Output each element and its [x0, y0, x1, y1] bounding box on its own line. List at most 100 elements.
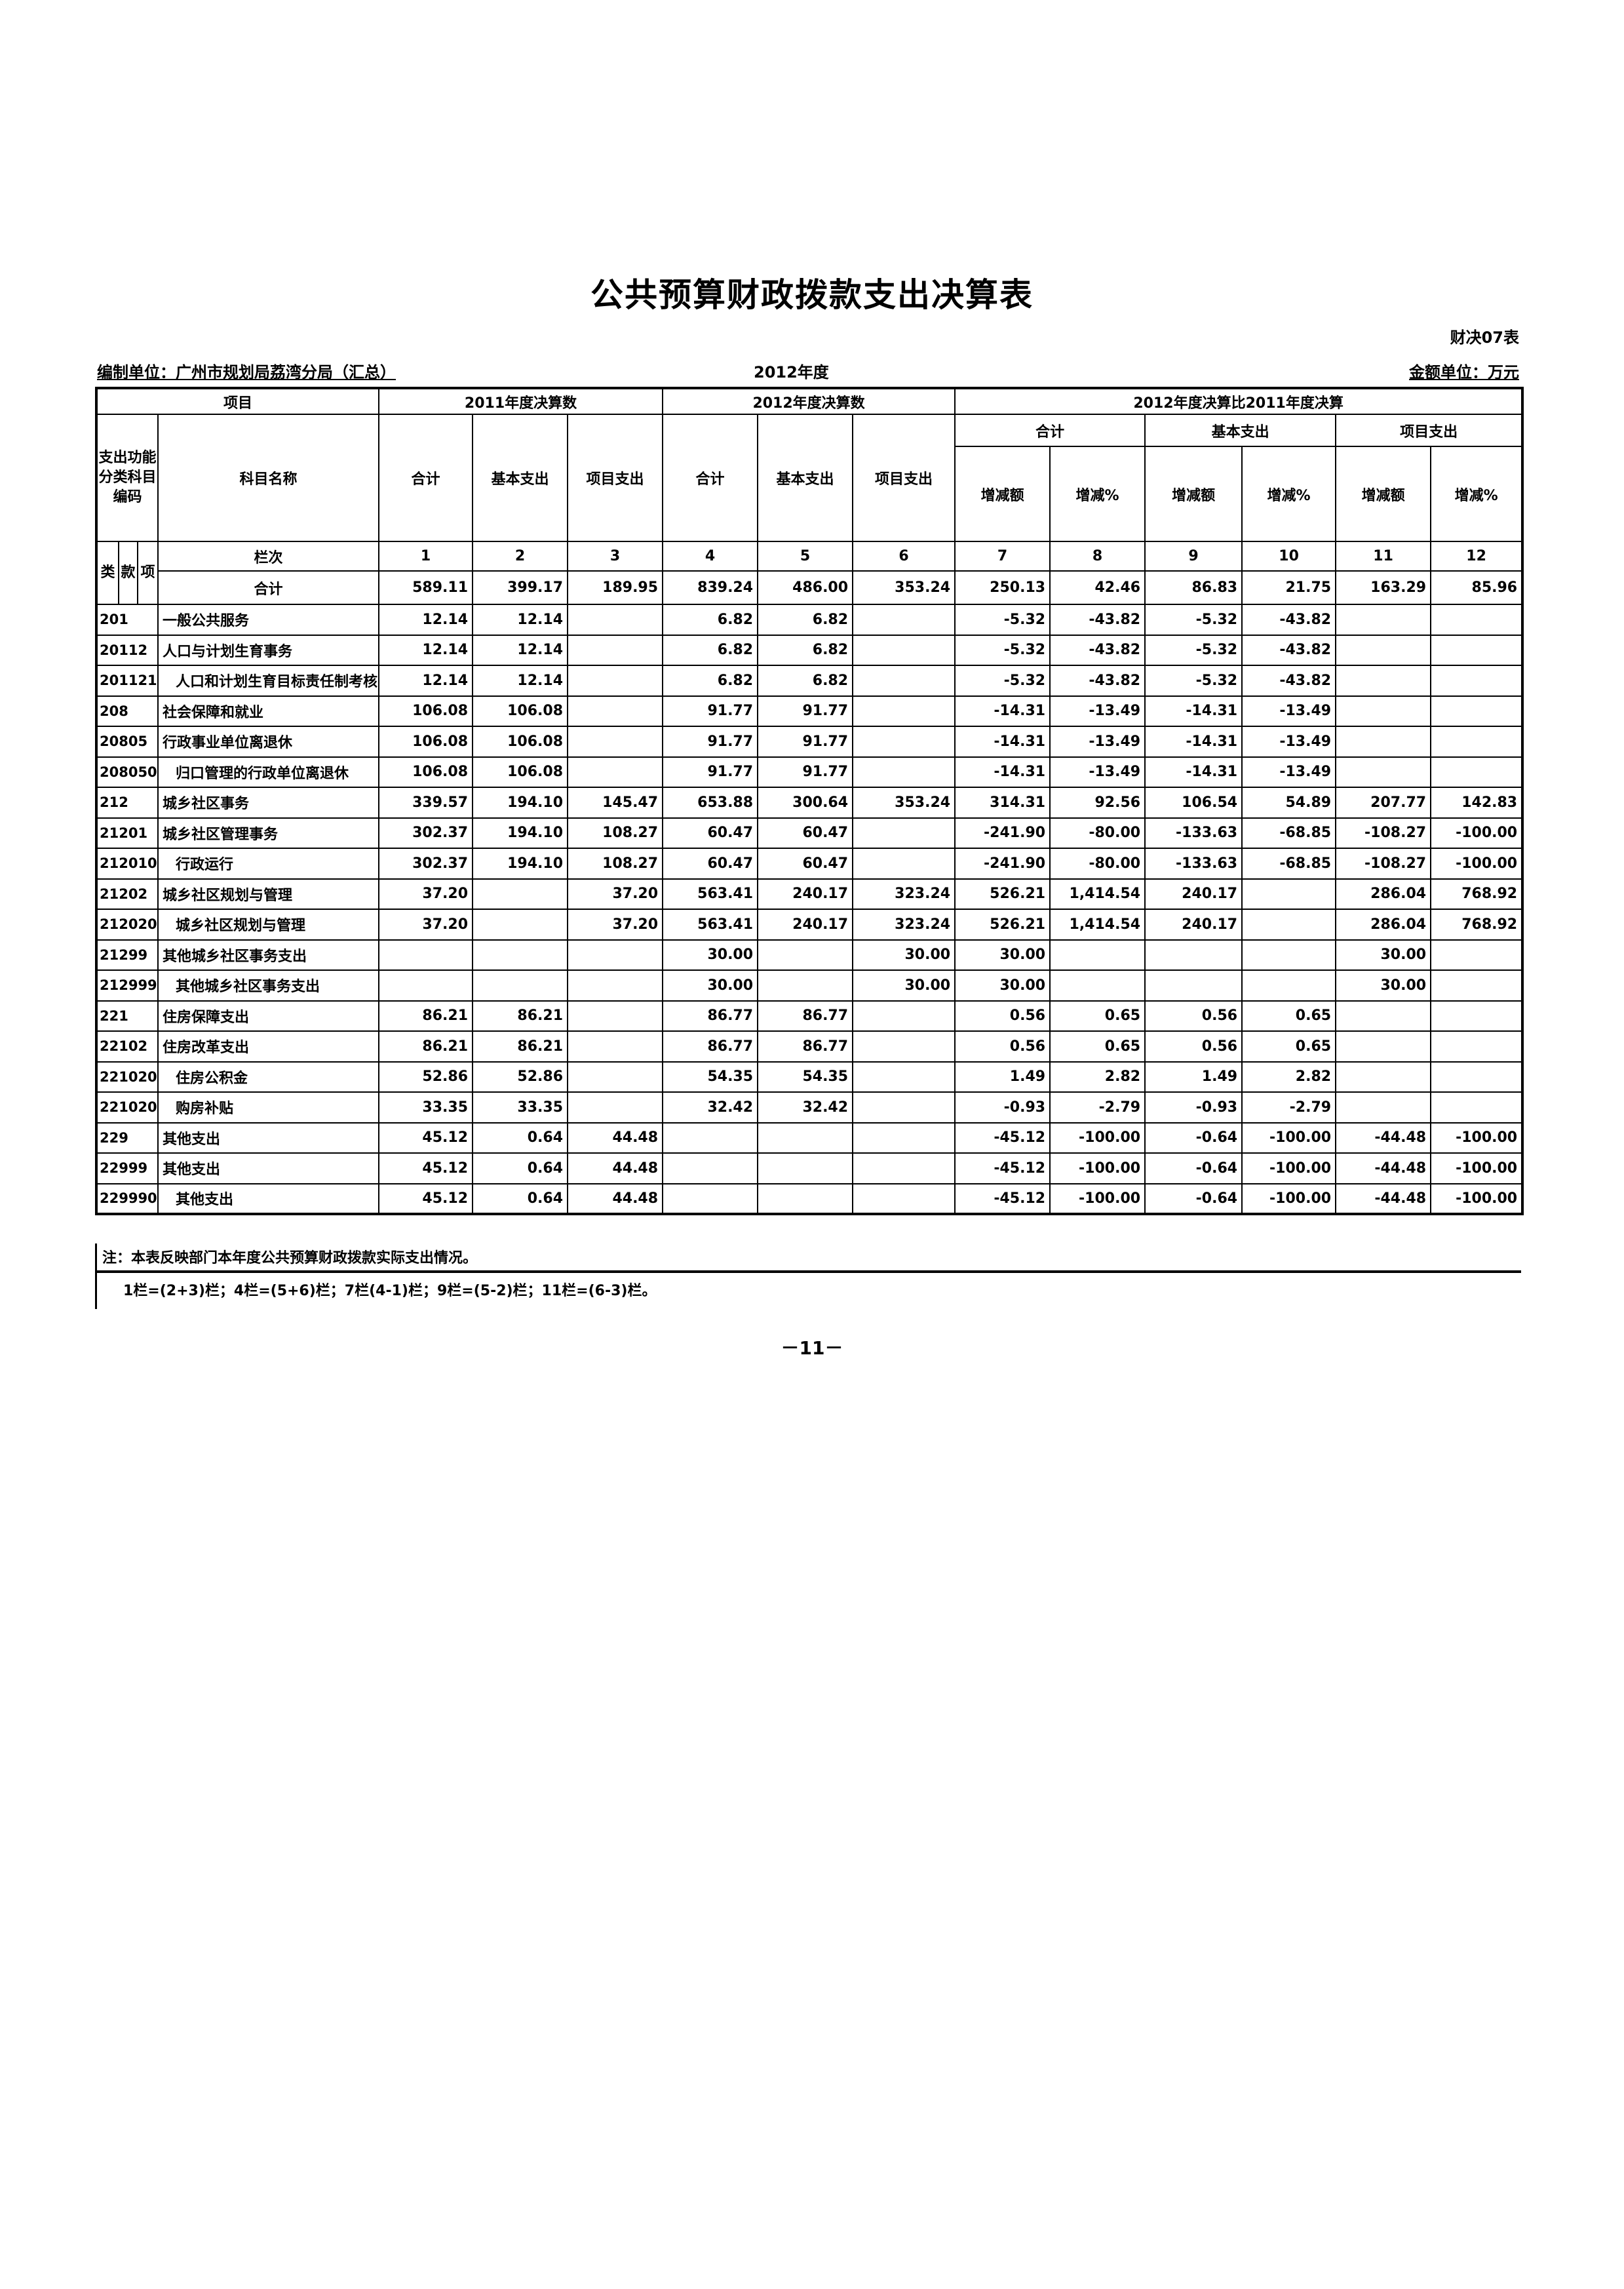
- cell-value: 106.08: [472, 726, 569, 758]
- cell-value: [1430, 1061, 1524, 1093]
- header-2011-total: 合计: [378, 414, 474, 542]
- cell-value: [567, 665, 664, 697]
- table-row: 2120101行政运行302.37194.10108.2760.4760.47-…: [96, 848, 1524, 880]
- cell-value: -133.63: [1144, 848, 1243, 880]
- cell-value: 0.64: [472, 1183, 569, 1215]
- cell-value: 86.21: [378, 1030, 474, 1063]
- total-value: 839.24: [662, 570, 759, 605]
- cell-value: [567, 756, 664, 788]
- cell-value: -13.49: [1241, 726, 1337, 758]
- table-row: 201 一般公共服务 12.14 12.14 6.82 6.82 -5.32 -43.82 -5…: [96, 604, 1524, 636]
- cell-value: 30.00: [1335, 969, 1432, 1002]
- cell-value: -100.00: [1049, 1183, 1146, 1215]
- subject-code: 2120101: [96, 848, 159, 880]
- cell-value: -5.32: [954, 634, 1051, 666]
- cell-value: 2.82: [1241, 1061, 1337, 1093]
- cell-value: 30.00: [662, 939, 759, 971]
- cell-value: -2.79: [1241, 1091, 1337, 1124]
- cell-value: 44.48: [567, 1183, 664, 1215]
- cell-value: 6.82: [757, 665, 854, 697]
- cell-value: 1,414.54: [1049, 878, 1146, 910]
- table-row: 212 城乡社区事务 339.57 194.10 145.47 653.88 300.64 3…: [96, 787, 1524, 819]
- table-row: 21201 城乡社区管理事务 302.37 194.10 108.27 60.47 60.4…: [96, 817, 1524, 849]
- total-value: 42.46: [1049, 570, 1146, 605]
- cell-value: -43.82: [1241, 604, 1337, 636]
- table-row: 229 其他支出 45.12 0.64 44.48 -45.12 -100.00 -0.64-…: [96, 1122, 1524, 1154]
- cell-value: [1430, 1030, 1524, 1063]
- compiling-unit: 编制单位：广州市规划局荔湾分局（汇总）: [97, 363, 396, 382]
- cell-value: 6.82: [757, 634, 854, 666]
- column-number: 9: [1144, 541, 1243, 572]
- cell-value: 563.41: [662, 878, 759, 910]
- cell-value: [1335, 604, 1432, 636]
- cell-value: -68.85: [1241, 817, 1337, 849]
- cell-value: 106.08: [472, 756, 569, 788]
- cell-value: -45.12: [954, 1122, 1051, 1154]
- total-value: 85.96: [1430, 570, 1524, 605]
- formula-note: 1栏=(2+3)栏；4栏=(5+6)栏；7栏(4-1)栏；9栏=(5-2)栏；1…: [95, 1273, 1521, 1309]
- cell-value: 653.88: [662, 787, 759, 819]
- header-amt: 增减额: [1335, 446, 1432, 542]
- cell-value: [567, 1091, 664, 1124]
- subject-code: 2011215: [96, 665, 159, 697]
- cell-value: -43.82: [1049, 634, 1146, 666]
- cell-value: 30.00: [662, 969, 759, 1002]
- cell-value: 60.47: [662, 817, 759, 849]
- cell-value: -5.32: [954, 604, 1051, 636]
- cell-value: 30.00: [954, 969, 1051, 1002]
- cell-value: [852, 1000, 956, 1032]
- cell-value: 145.47: [567, 787, 664, 819]
- cell-value: -0.93: [1144, 1091, 1243, 1124]
- cell-value: 286.04: [1335, 878, 1432, 910]
- cell-value: 323.24: [852, 878, 956, 910]
- subject-code: 22999: [96, 1152, 159, 1184]
- cell-value: 286.04: [1335, 909, 1432, 941]
- cell-value: -0.64: [1144, 1183, 1243, 1215]
- total-value: 163.29: [1335, 570, 1432, 605]
- subject-code: 21201: [96, 817, 159, 849]
- cell-value: [472, 939, 569, 971]
- cell-value: [1335, 665, 1432, 697]
- subject-code: 2080501: [96, 756, 159, 788]
- cell-value: -44.48: [1335, 1122, 1432, 1154]
- cell-value: -100.00: [1241, 1152, 1337, 1184]
- table-row: 22999 其他支出 45.12 0.64 44.48 -45.12 -100.00 -0.6…: [96, 1152, 1524, 1184]
- cell-value: -0.64: [1144, 1152, 1243, 1184]
- cell-value: [757, 969, 854, 1002]
- cell-value: 45.12: [378, 1183, 474, 1215]
- header-2012-final: 2012年度决算数: [662, 387, 956, 415]
- table-row: 2080501归口管理的行政单位离退休106.08106.0891.7791.7…: [96, 756, 1524, 788]
- cell-value: [1430, 634, 1524, 666]
- cell-value: 86.77: [757, 1030, 854, 1063]
- cell-value: [662, 1152, 759, 1184]
- cell-value: [1430, 1000, 1524, 1032]
- cell-value: 91.77: [662, 726, 759, 758]
- cell-value: 0.56: [1144, 1030, 1243, 1063]
- cell-value: 37.20: [567, 909, 664, 941]
- header-column-number-label: 栏次: [157, 541, 380, 572]
- cell-value: 12.14: [472, 634, 569, 666]
- cell-value: 91.77: [662, 695, 759, 727]
- cell-value: 54.35: [662, 1061, 759, 1093]
- cell-value: -100.00: [1430, 1152, 1524, 1184]
- cell-value: 52.86: [472, 1061, 569, 1093]
- cell-value: 1,414.54: [1049, 909, 1146, 941]
- cell-value: [1335, 1061, 1432, 1093]
- cell-value: 526.21: [954, 909, 1051, 941]
- cell-value: -100.00: [1430, 848, 1524, 880]
- cell-value: [1335, 695, 1432, 727]
- subject-name: 购房补贴: [157, 1091, 380, 1124]
- table-row: 20805 行政事业单位离退休 106.08 106.08 91.77 91.77 -14.…: [96, 726, 1524, 758]
- cell-value: [852, 726, 956, 758]
- cell-value: 768.92: [1430, 909, 1524, 941]
- cell-value: 37.20: [567, 878, 664, 910]
- header-code: 支出功能分类科目编码: [96, 414, 159, 542]
- header-pct: 增减%: [1049, 446, 1146, 542]
- cell-value: -2.79: [1049, 1091, 1146, 1124]
- cell-value: 86.21: [378, 1000, 474, 1032]
- cell-value: 60.47: [757, 817, 854, 849]
- cell-value: 0.65: [1241, 1030, 1337, 1063]
- cell-value: 302.37: [378, 817, 474, 849]
- cell-value: -13.49: [1049, 756, 1146, 788]
- cell-value: 30.00: [954, 939, 1051, 971]
